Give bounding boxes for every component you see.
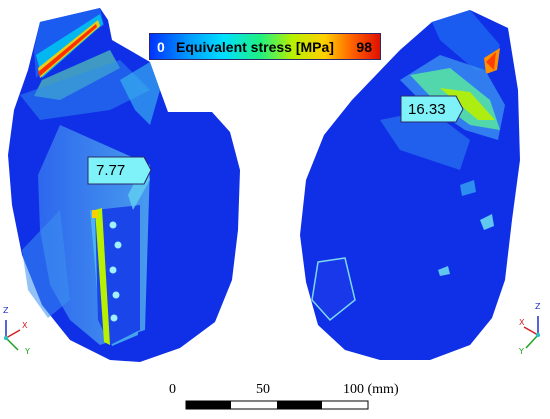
axis-triad-right xyxy=(523,316,541,349)
callout-left-value: 7.77 xyxy=(96,162,126,179)
legend-min: 0 xyxy=(157,39,165,55)
legend-max: 98 xyxy=(356,39,372,55)
triad-left-x: X xyxy=(22,321,28,330)
callout-right-shape xyxy=(400,95,464,123)
scale-bar xyxy=(185,400,369,410)
triad-left-y: Y xyxy=(25,347,30,356)
triad-right-x: X xyxy=(519,318,525,327)
scale-tick-0: 0 xyxy=(169,382,176,397)
left-bone-model xyxy=(8,8,240,362)
callout-left-shape xyxy=(87,156,152,185)
right-bone-model xyxy=(300,10,520,360)
triad-right-y: Y xyxy=(519,347,524,356)
scale-tick-50: 50 xyxy=(256,382,270,397)
axis-triad-left xyxy=(3,320,21,351)
scale-tick-100: 100 (mm) xyxy=(343,382,399,397)
callout-right-value: 16.33 xyxy=(408,101,446,118)
legend-title: Equivalent stress [MPa] xyxy=(176,39,334,55)
triad-left-z: Z xyxy=(3,306,9,315)
stress-legend: 0 Equivalent stress [MPa] 98 xyxy=(149,33,381,60)
triad-right-z: Z xyxy=(535,302,541,311)
